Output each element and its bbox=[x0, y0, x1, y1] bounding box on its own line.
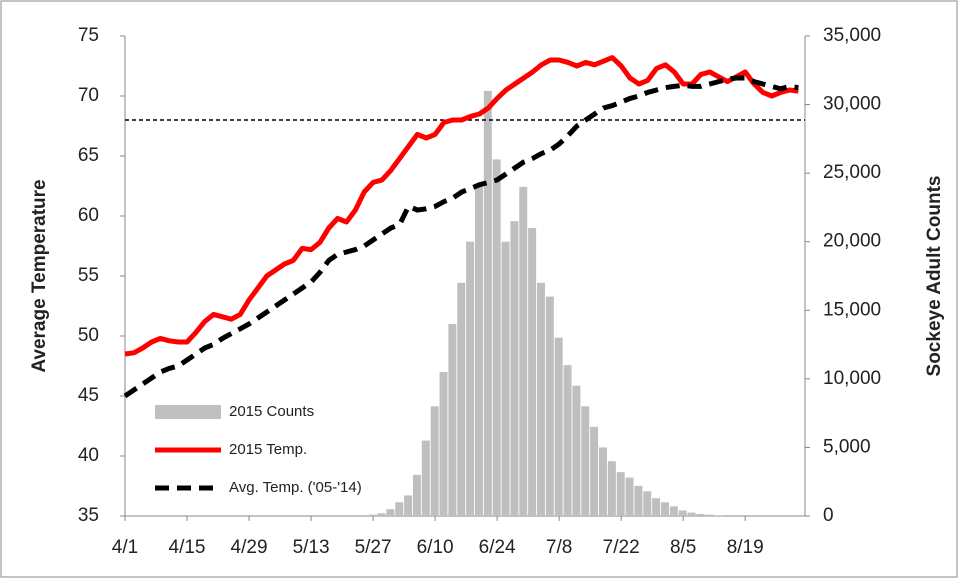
x-tick-label: 7/22 bbox=[603, 537, 640, 558]
y-tick-label: 65 bbox=[78, 145, 99, 166]
y-axis-title: Average Temperature bbox=[29, 179, 50, 372]
y-tick-label: 35 bbox=[78, 505, 99, 526]
bar bbox=[492, 159, 501, 516]
line-series bbox=[124, 55, 799, 357]
y-tick-label: 60 bbox=[78, 205, 99, 226]
y2-axis-title: Sockeye Adult Counts bbox=[924, 176, 945, 377]
bar bbox=[669, 506, 678, 516]
bar bbox=[625, 477, 634, 516]
bar bbox=[590, 426, 599, 516]
x-tick-label: 4/15 bbox=[169, 537, 206, 558]
y-tick-label: 50 bbox=[78, 325, 99, 346]
bar bbox=[554, 337, 563, 516]
bar bbox=[634, 485, 643, 516]
y2-tick-label: 0 bbox=[823, 505, 834, 526]
bar bbox=[510, 221, 519, 516]
bar bbox=[652, 498, 661, 516]
bar bbox=[714, 515, 723, 516]
bar bbox=[643, 491, 652, 516]
x-tick-label: 8/19 bbox=[727, 537, 764, 558]
y-tick-label: 70 bbox=[78, 85, 99, 106]
bar bbox=[696, 513, 705, 516]
y2-tick-label: 15,000 bbox=[823, 299, 881, 320]
bar bbox=[421, 440, 430, 516]
y2-tick-label: 5,000 bbox=[823, 436, 871, 457]
x-tick-label: 5/27 bbox=[355, 537, 392, 558]
bar bbox=[536, 282, 545, 516]
bar bbox=[599, 447, 607, 516]
bar bbox=[661, 502, 669, 516]
bar bbox=[687, 512, 696, 516]
bar bbox=[404, 495, 413, 516]
bar bbox=[368, 514, 377, 516]
y-tick-label: 75 bbox=[78, 25, 99, 46]
bar bbox=[377, 513, 386, 516]
bar bbox=[581, 406, 590, 516]
y2-tick-label: 30,000 bbox=[823, 94, 881, 115]
y2-tick-label: 10,000 bbox=[823, 368, 881, 389]
bar bbox=[430, 406, 439, 516]
x-tick-label: 6/24 bbox=[479, 537, 516, 558]
bar bbox=[412, 474, 421, 516]
y-tick-label: 40 bbox=[78, 445, 99, 466]
x-tick-label: 7/8 bbox=[546, 537, 572, 558]
bar bbox=[616, 472, 625, 516]
bar bbox=[572, 385, 581, 516]
x-tick-label: 4/1 bbox=[112, 537, 138, 558]
y2-tick-label: 25,000 bbox=[823, 162, 881, 183]
bar bbox=[563, 365, 572, 516]
bar bbox=[678, 510, 687, 516]
y2-tick-label: 35,000 bbox=[823, 25, 881, 46]
legend-label: Avg. Temp. ('05-'14) bbox=[229, 479, 362, 496]
x-tick-label: 6/10 bbox=[417, 537, 454, 558]
y-tick-label: 45 bbox=[78, 385, 99, 406]
bar bbox=[705, 514, 714, 516]
bar bbox=[528, 228, 537, 516]
bar bbox=[386, 509, 395, 516]
bar bbox=[483, 90, 492, 516]
y2-tick-label: 20,000 bbox=[823, 231, 881, 252]
bar bbox=[501, 241, 510, 516]
bar bbox=[457, 282, 466, 516]
line-series bbox=[123, 75, 799, 399]
legend-label: 2015 Temp. bbox=[229, 441, 307, 458]
bar bbox=[607, 461, 616, 516]
bar bbox=[466, 241, 475, 516]
x-tick-label: 4/29 bbox=[231, 537, 268, 558]
bar bbox=[545, 296, 554, 516]
y-tick-label: 55 bbox=[78, 265, 99, 286]
legend-swatch bbox=[155, 405, 221, 419]
x-tick-label: 8/5 bbox=[670, 537, 696, 558]
bar bbox=[448, 324, 457, 516]
legend-label: 2015 Counts bbox=[229, 403, 314, 420]
bar bbox=[395, 502, 404, 516]
x-tick-label: 5/13 bbox=[293, 537, 330, 558]
bar bbox=[519, 186, 528, 516]
bar bbox=[439, 372, 448, 516]
bar bbox=[474, 186, 483, 516]
